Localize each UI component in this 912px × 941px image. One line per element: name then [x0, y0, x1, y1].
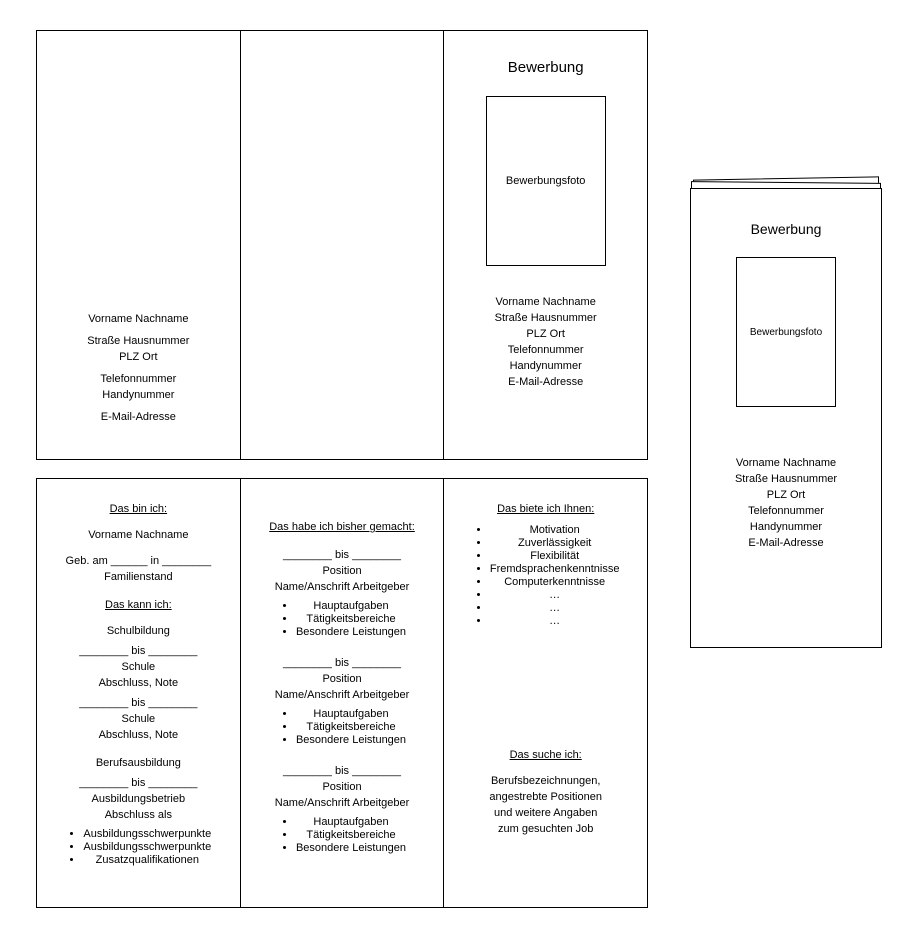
cover-phone: Telefonnummer — [452, 344, 639, 356]
exp3-range: ________ bis ________ — [249, 765, 436, 777]
training-range: ________ bis ________ — [45, 777, 232, 789]
cover-photo-placeholder: Bewerbungsfoto — [486, 96, 606, 266]
exp-bullet: Tätigkeitsbereiche — [296, 613, 406, 625]
seek-line: angestrebte Positionen — [452, 791, 639, 803]
outer-panel-cover: Bewerbung Bewerbungsfoto Vorname Nachnam… — [444, 31, 647, 459]
school2-range: ________ bis ________ — [45, 697, 232, 709]
exp3-bullets: Hauptaufgaben Tätigkeitsbereiche Besonde… — [278, 815, 406, 855]
cover-title: Bewerbung — [452, 59, 639, 76]
exp1-employer: Name/Anschrift Arbeitgeber — [249, 581, 436, 593]
training-bullets: Ausbildungsschwerpunkte Ausbildungsschwe… — [65, 827, 211, 867]
exp2-employer: Name/Anschrift Arbeitgeber — [249, 689, 436, 701]
contact-street: Straße Hausnummer — [45, 335, 232, 347]
folded-phone: Telefonnummer — [699, 505, 873, 517]
offer-heading: Das biete ich Ihnen: — [452, 503, 639, 515]
exp2-range: ________ bis ________ — [249, 657, 436, 669]
cover-name: Vorname Nachname — [452, 296, 639, 308]
exp-bullet: Tätigkeitsbereiche — [296, 829, 406, 841]
training-bullet: Ausbildungsschwerpunkte — [83, 841, 211, 853]
exp1-range: ________ bis ________ — [249, 549, 436, 561]
outer-panel-contact: Vorname Nachname Straße Hausnummer PLZ O… — [37, 31, 241, 459]
cover-mobile: Handynummer — [452, 360, 639, 372]
offer-bullets: Motivation Zuverlässigkeit Flexibilität … — [472, 523, 620, 628]
offer-bullet: Flexibilität — [490, 550, 620, 562]
seek-line: und weitere Angaben — [452, 807, 639, 819]
school2-name: Schule — [45, 713, 232, 725]
training-label: Berufsausbildung — [45, 757, 232, 769]
offer-bullet: Zuverlässigkeit — [490, 537, 620, 549]
about-name: Vorname Nachname — [45, 529, 232, 541]
experience-heading: Das habe ich bisher gemacht: — [249, 521, 436, 533]
cover-street: Straße Hausnummer — [452, 312, 639, 324]
outer-panel-blank — [241, 31, 445, 459]
school1-name: Schule — [45, 661, 232, 673]
training-bullet: Ausbildungsschwerpunkte — [83, 828, 211, 840]
exp-bullet: Besondere Leistungen — [296, 626, 406, 638]
exp-bullet: Hauptaufgaben — [296, 816, 406, 828]
exp-bullet: Tätigkeitsbereiche — [296, 721, 406, 733]
contact-name: Vorname Nachname — [45, 313, 232, 325]
seek-line: Berufsbezeichnungen, — [452, 775, 639, 787]
seek-line: zum gesuchten Job — [452, 823, 639, 835]
exp3-position: Position — [249, 781, 436, 793]
folded-photo-placeholder: Bewerbungsfoto — [736, 257, 836, 407]
offer-bullet-dots: … — [490, 602, 620, 614]
inside-col-about: Das bin ich: Vorname Nachname Geb. am __… — [37, 479, 241, 907]
folded-email: E-Mail-Adresse — [699, 537, 873, 549]
folded-name: Vorname Nachname — [699, 457, 873, 469]
offer-bullet: Computerkenntnisse — [490, 576, 620, 588]
folded-mobile: Handynummer — [699, 521, 873, 533]
exp1-position: Position — [249, 565, 436, 577]
trifold-outer: Vorname Nachname Straße Hausnummer PLZ O… — [36, 30, 648, 460]
training-bullet: Zusatzqualifikationen — [83, 854, 211, 866]
training-place: Ausbildungsbetrieb — [45, 793, 232, 805]
exp-bullet: Hauptaufgaben — [296, 600, 406, 612]
about-family: Familienstand — [45, 571, 232, 583]
contact-city: PLZ Ort — [45, 351, 232, 363]
exp1-bullets: Hauptaufgaben Tätigkeitsbereiche Besonde… — [278, 599, 406, 639]
contact-phone: Telefonnummer — [45, 373, 232, 385]
exp2-bullets: Hauptaufgaben Tätigkeitsbereiche Besonde… — [278, 707, 406, 747]
offer-bullet: Motivation — [490, 524, 620, 536]
training-degree: Abschluss als — [45, 809, 232, 821]
trifold-inside: Das bin ich: Vorname Nachname Geb. am __… — [36, 478, 648, 908]
skills-heading: Das kann ich: — [45, 599, 232, 611]
exp-bullet: Hauptaufgaben — [296, 708, 406, 720]
offer-bullet-dots: … — [490, 589, 620, 601]
school1-range: ________ bis ________ — [45, 645, 232, 657]
school1-grade: Abschluss, Note — [45, 677, 232, 689]
offer-bullet-dots: … — [490, 615, 620, 627]
exp-bullet: Besondere Leistungen — [296, 842, 406, 854]
exp3-employer: Name/Anschrift Arbeitgeber — [249, 797, 436, 809]
inside-col-experience: Das habe ich bisher gemacht: ________ bi… — [241, 479, 445, 907]
folded-front-panel: Bewerbung Bewerbungsfoto Vorname Nachnam… — [690, 188, 882, 648]
folded-preview: Bewerbung Bewerbungsfoto Vorname Nachnam… — [690, 178, 884, 658]
cover-city: PLZ Ort — [452, 328, 639, 340]
school-label: Schulbildung — [45, 625, 232, 637]
about-birth: Geb. am ______ in ________ — [45, 555, 232, 567]
seek-heading: Das suche ich: — [452, 749, 639, 761]
offer-bullet: Fremdsprachenkenntnisse — [490, 563, 620, 575]
exp-bullet: Besondere Leistungen — [296, 734, 406, 746]
inside-col-offer-seek: Das biete ich Ihnen: Motivation Zuverläs… — [444, 479, 647, 907]
contact-mobile: Handynummer — [45, 389, 232, 401]
folded-street: Straße Hausnummer — [699, 473, 873, 485]
folded-city: PLZ Ort — [699, 489, 873, 501]
cover-email: E-Mail-Adresse — [452, 376, 639, 388]
folded-title: Bewerbung — [699, 221, 873, 237]
exp2-position: Position — [249, 673, 436, 685]
school2-grade: Abschluss, Note — [45, 729, 232, 741]
about-heading: Das bin ich: — [45, 503, 232, 515]
contact-email: E-Mail-Adresse — [45, 411, 232, 423]
